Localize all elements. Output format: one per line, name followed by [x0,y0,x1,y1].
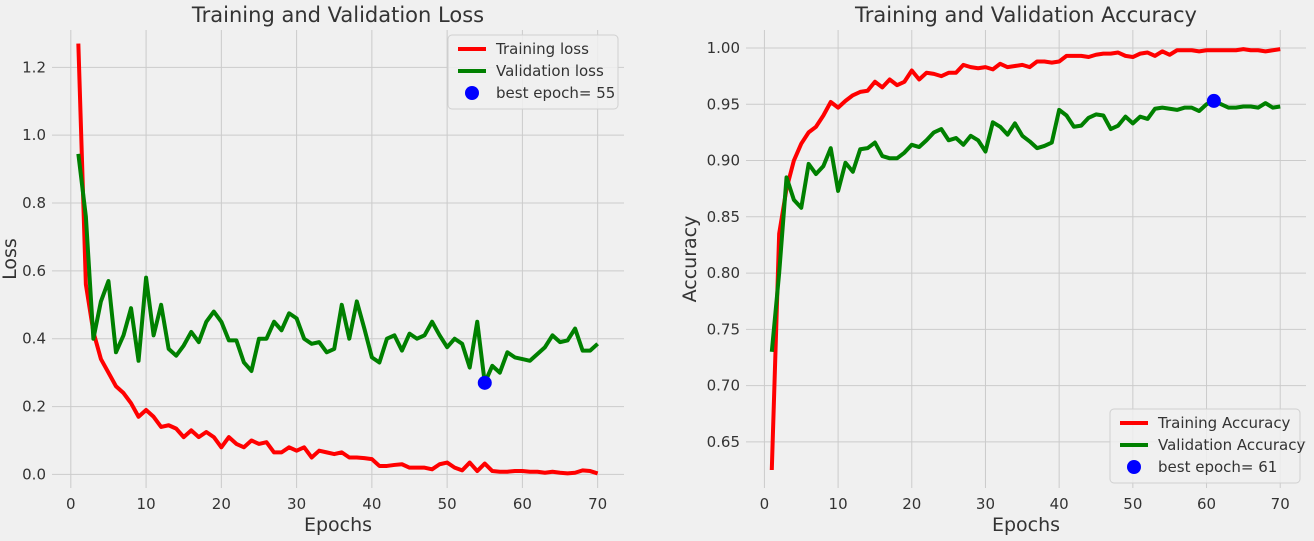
x-tick-label: 40 [1050,495,1069,513]
best-epoch-marker [1206,93,1221,108]
x-tick-label: 20 [212,495,231,513]
x-tick-label: 30 [976,495,995,513]
legend-box [1109,408,1301,484]
legend-entry-label: Training loss [495,40,589,58]
x-tick-label: 0 [66,495,76,513]
x-tick-label: 40 [362,495,381,513]
x-axis-label: Epochs [304,514,372,536]
x-tick-label: 10 [137,495,156,513]
y-tick-label: 0.65 [707,433,740,451]
y-tick-label: 0.4 [22,330,46,348]
legend-entry-label: Validation Accuracy [1158,436,1305,454]
y-tick-label: 0.70 [707,377,740,395]
series-line-validation-accuracy [769,98,1281,353]
chart-panel-2: 0 10 20 30 40 50 60 70 0.65 0.70 0.75 0.80 0.85 0.90 0… [679,3,1306,536]
y-tick-label: 0.85 [707,208,740,226]
legend-entry-label: Training Accuracy [1157,414,1291,432]
x-tick-label: 60 [1197,495,1216,513]
x-tick-label: 50 [1123,495,1142,513]
legend-entry-label: best epoch= 55 [496,84,615,102]
y-tick-label: 1.00 [707,39,740,57]
legend: Training Accuracy Validation Accuracy best… [1109,408,1305,484]
chart-panel-1: 0 10 20 30 40 50 60 70 0.0 0.2 0.4 0.6 0.8 1.0 1.2 Trai… [0,3,624,536]
y-tick-label: 0.2 [22,398,46,416]
series-line-training-loss [76,43,599,476]
x-tick-label: 10 [829,495,848,513]
y-axis-label: Loss [0,238,21,280]
legend-swatch-marker [1127,460,1141,474]
x-tick-label: 50 [438,495,457,513]
y-tick-label: 1.0 [22,126,46,144]
chart-title: Training and Validation Loss [191,3,484,27]
x-tick-label: 70 [588,495,607,513]
series-line-validation-loss [76,153,599,385]
y-tick-label: 0.90 [707,152,740,170]
legend-entry-label: best epoch= 61 [1158,458,1277,476]
x-axis-label: Epochs [992,514,1060,536]
y-tick-label: 0.0 [22,465,46,483]
y-tick-label: 1.2 [22,58,46,76]
y-tick-label: 0.75 [707,320,740,338]
series-line-training-accuracy [769,47,1281,471]
legend: Training loss Validation loss best epoch= … [447,34,619,110]
x-tick-label: 20 [902,495,921,513]
y-tick-label: 0.95 [707,95,740,113]
y-axis-label: Accuracy [679,216,701,303]
legend-swatch-marker [465,86,479,100]
y-tick-label: 0.8 [22,194,46,212]
best-epoch-marker [477,375,492,390]
chart-title: Training and Validation Accuracy [854,3,1197,27]
y-tick-label: 0.6 [22,262,46,280]
x-tick-label: 30 [287,495,306,513]
x-tick-label: 0 [760,495,770,513]
x-tick-label: 60 [513,495,532,513]
x-tick-label: 70 [1271,495,1290,513]
legend-entry-label: Validation loss [496,62,604,80]
legend-box [447,34,619,110]
y-tick-label: 0.80 [707,264,740,282]
